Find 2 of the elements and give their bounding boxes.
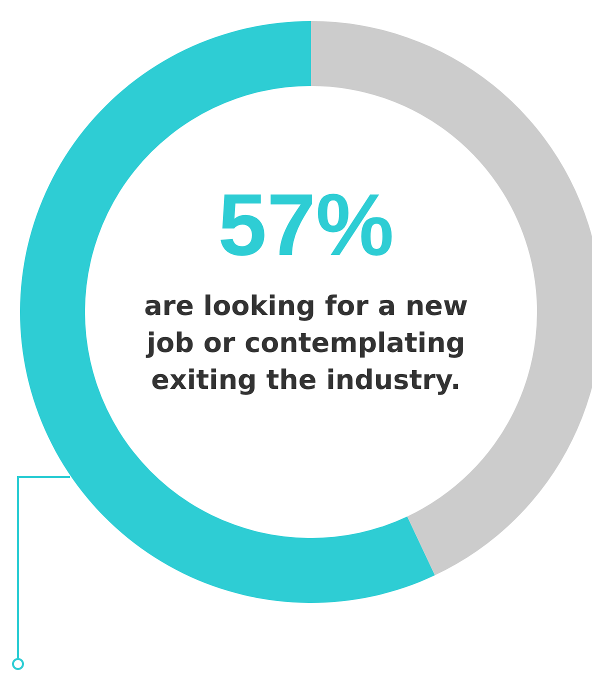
text: are looking for a new job or contemplating exiting the industry. bbox=[143, 290, 469, 398]
data-label: 57% bbox=[216, 174, 396, 276]
